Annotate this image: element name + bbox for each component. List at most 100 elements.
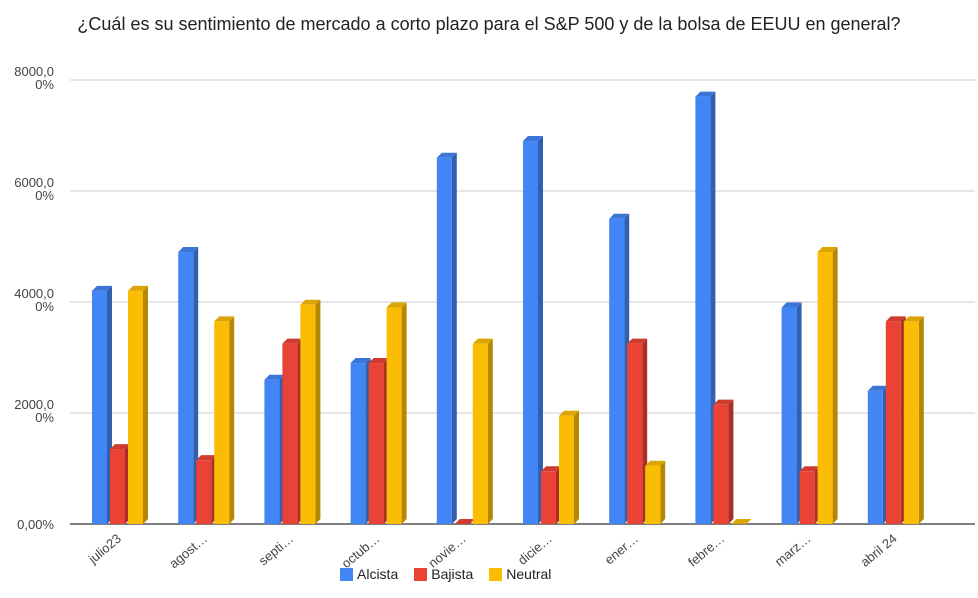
bar-bajista — [110, 444, 130, 524]
bar-neutral — [731, 519, 752, 524]
bar-side — [487, 338, 493, 524]
bar-bajista — [454, 519, 475, 524]
bar-neutral — [128, 285, 148, 524]
bar-top — [110, 444, 130, 450]
bar-neutral — [817, 247, 838, 525]
x-tick-label: novie… — [425, 531, 468, 571]
legend: Alcista Bajista Neutral — [340, 566, 551, 582]
bar-top — [264, 374, 285, 380]
y-tick-label: 0,00% — [17, 517, 54, 532]
bar-front — [282, 343, 298, 524]
x-tick-label: febre… — [685, 531, 727, 570]
bar-top — [713, 399, 734, 405]
bar-front — [559, 415, 574, 524]
bar-bajista — [713, 399, 734, 524]
bar-neutral — [386, 302, 407, 524]
bar-top — [92, 285, 112, 291]
bar-front — [817, 252, 833, 525]
bar-front — [541, 471, 556, 524]
bar-top — [609, 213, 630, 219]
bar-top — [885, 316, 906, 322]
bar-side — [660, 460, 666, 524]
x-tick-label: dicie… — [515, 531, 555, 568]
y-tick-label: 0% — [35, 410, 54, 425]
bar-front — [264, 379, 280, 524]
bar-side — [728, 399, 734, 524]
bar-neutral — [903, 316, 924, 524]
bar-top — [799, 466, 820, 472]
bar-top — [627, 338, 648, 344]
bar-neutral — [645, 460, 666, 524]
legend-label-bajista: Bajista — [431, 566, 474, 582]
bar-side — [574, 410, 579, 524]
bar-top — [214, 316, 235, 322]
bar-side — [451, 152, 457, 524]
bar-top — [541, 466, 561, 472]
bar-top — [781, 302, 802, 308]
bar-side — [538, 136, 543, 525]
x-tick-label: ener… — [602, 531, 642, 568]
x-tick-label: abril 24 — [857, 531, 899, 570]
y-tick-label: 6000,0 — [14, 175, 54, 190]
bar-front — [781, 307, 797, 524]
bar-front — [92, 290, 107, 524]
bar-alcista — [523, 136, 543, 525]
bar-bajista — [541, 466, 561, 524]
y-tick-label: 8000,0 — [14, 64, 54, 79]
bar-top — [523, 136, 543, 142]
bar-front — [178, 252, 194, 525]
bar-front — [713, 404, 729, 524]
bar-side — [315, 299, 321, 524]
bar-front — [436, 157, 452, 524]
bars — [92, 91, 924, 525]
bar-front — [350, 363, 366, 524]
bar-bajista — [368, 358, 389, 524]
bar-bajista — [282, 338, 303, 524]
bar-top — [867, 385, 888, 391]
bar-front — [867, 390, 883, 524]
bar-side — [918, 316, 924, 524]
legend-item-alcista[interactable]: Alcista — [340, 566, 398, 582]
bar-front — [609, 218, 625, 524]
legend-label-neutral: Neutral — [506, 566, 552, 582]
bar-front — [885, 321, 901, 524]
legend-item-bajista[interactable]: Bajista — [414, 566, 473, 582]
bar-alcista — [436, 152, 457, 524]
bar-side — [401, 302, 407, 524]
bar-top — [454, 519, 475, 524]
y-tick-label: 0% — [35, 188, 54, 203]
bar-bajista — [627, 338, 648, 524]
bar-alcista — [609, 213, 630, 524]
bar-bajista — [885, 316, 906, 524]
bar-top — [282, 338, 303, 344]
bar-side — [143, 285, 148, 524]
bar-front — [214, 321, 230, 524]
x-tick-label: agost… — [166, 531, 210, 571]
bar-front — [386, 307, 402, 524]
bar-top — [472, 338, 493, 344]
bar-front — [627, 343, 643, 524]
bar-alcista — [781, 302, 802, 524]
x-tick-label: septi… — [256, 531, 297, 569]
bar-alcista — [178, 247, 199, 525]
bar-bajista — [196, 455, 217, 524]
bar-top — [559, 410, 579, 416]
bar-top — [731, 519, 752, 524]
bar-alcista — [350, 358, 371, 524]
bar-front — [368, 363, 384, 524]
y-tick-label: 0% — [35, 299, 54, 314]
bar-front — [523, 141, 538, 525]
bar-front — [128, 290, 143, 524]
legend-item-neutral[interactable]: Neutral — [489, 566, 551, 582]
bar-top — [368, 358, 389, 364]
bar-neutral — [300, 299, 321, 524]
bar-top — [350, 358, 371, 364]
chart-title: ¿Cuál es su sentimiento de mercado a cor… — [77, 14, 901, 34]
y-axis: 0,00%2000,00%4000,00%6000,00%8000,00% — [14, 64, 54, 532]
bar-top — [128, 285, 148, 291]
y-tick-label: 4000,0 — [14, 286, 54, 301]
legend-swatch-alcista — [340, 567, 353, 581]
bar-front — [645, 465, 661, 524]
bar-front — [695, 96, 711, 525]
